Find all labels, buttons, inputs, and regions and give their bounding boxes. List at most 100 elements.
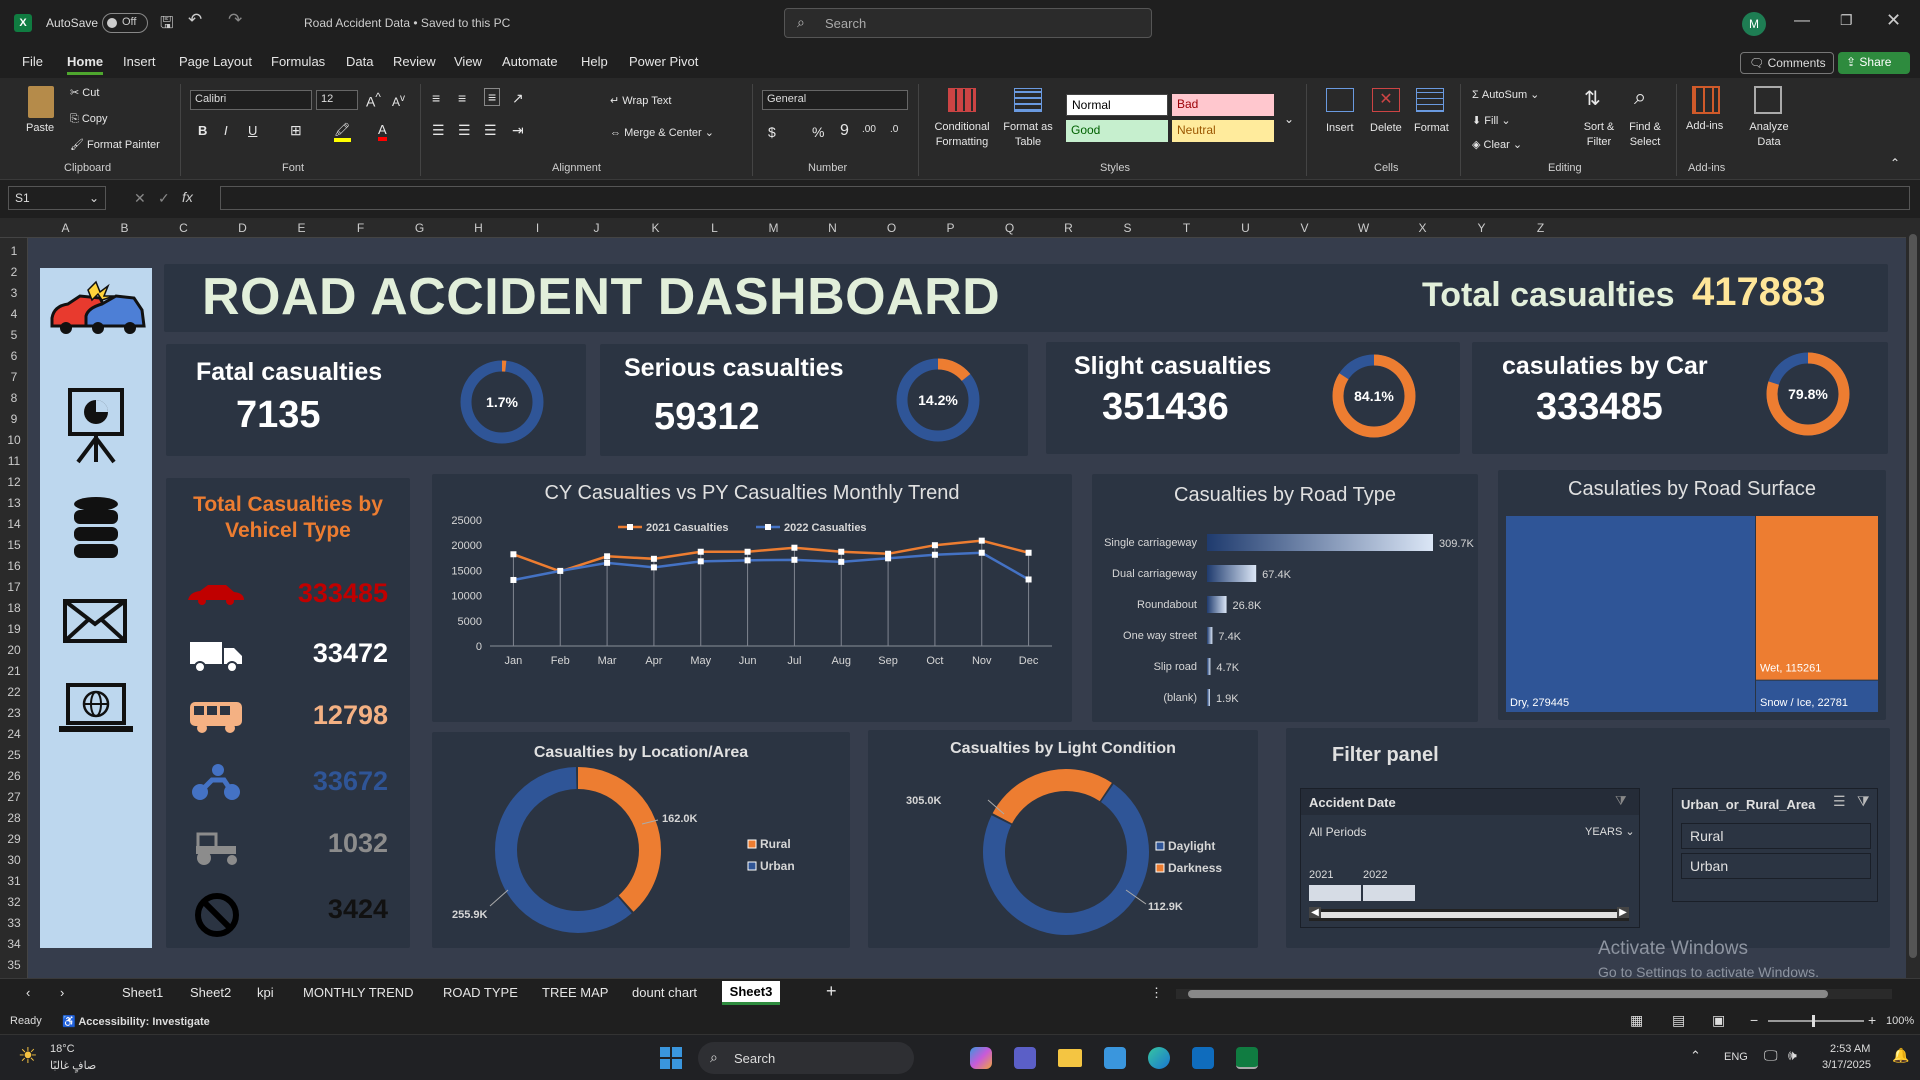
app-edge-icon[interactable] bbox=[1148, 1047, 1170, 1069]
menu-automate[interactable]: Automate bbox=[502, 54, 558, 69]
tab-sheet2[interactable]: Sheet2 bbox=[190, 985, 232, 1000]
row-header[interactable]: 12 bbox=[7, 475, 21, 489]
orientation-icon[interactable]: ↗ bbox=[512, 90, 524, 106]
row-header[interactable]: 15 bbox=[7, 538, 21, 552]
column-header[interactable]: P bbox=[946, 221, 955, 235]
insert-function-icon[interactable]: fx bbox=[182, 189, 193, 205]
row-header[interactable]: 22 bbox=[7, 685, 21, 699]
app-outlook-icon[interactable] bbox=[1192, 1047, 1214, 1069]
save-icon[interactable]: 🖫 bbox=[160, 15, 174, 32]
row-header[interactable]: 19 bbox=[7, 622, 21, 636]
volume-icon[interactable]: 🕪 bbox=[1788, 1047, 1797, 1063]
row-header[interactable]: 11 bbox=[7, 454, 21, 468]
wrap-text-button[interactable]: ↵ Wrap Text bbox=[610, 95, 672, 107]
name-box[interactable]: S1 ⌄ bbox=[8, 186, 106, 210]
area-slicer[interactable]: Urban_or_Rural_Area ☰ ⧩ Rural Urban bbox=[1672, 788, 1878, 902]
restore-icon[interactable]: ❐ bbox=[1840, 12, 1853, 28]
cut-button[interactable]: ✂ Cut bbox=[70, 87, 100, 99]
column-header[interactable]: M bbox=[768, 221, 779, 235]
column-header[interactable]: L bbox=[711, 221, 718, 235]
undo-icon[interactable]: ↶ bbox=[188, 10, 203, 29]
year-bar-2022[interactable] bbox=[1363, 885, 1415, 901]
menu-formulas[interactable]: Formulas bbox=[271, 54, 326, 69]
avatar[interactable]: M bbox=[1742, 12, 1766, 36]
weather-icon[interactable]: ☀ bbox=[18, 1043, 38, 1068]
format-cells-button[interactable]: Format bbox=[1414, 122, 1449, 134]
row-header[interactable]: 34 bbox=[7, 937, 21, 951]
column-header[interactable]: C bbox=[179, 221, 188, 235]
clock-date[interactable]: 3/17/2025 bbox=[1822, 1059, 1871, 1071]
style-bad[interactable]: Bad bbox=[1172, 94, 1274, 116]
column-header[interactable]: W bbox=[1357, 221, 1370, 235]
slicer-item-urban[interactable]: Urban bbox=[1681, 853, 1871, 879]
app-copilot-icon[interactable] bbox=[970, 1047, 992, 1069]
row-header[interactable]: 31 bbox=[7, 874, 21, 888]
delete-cells-icon[interactable]: ✕ bbox=[1372, 88, 1400, 112]
styles-more-icon[interactable]: ⌄ bbox=[1284, 112, 1295, 126]
format-as-table-button[interactable]: Format as Table bbox=[1003, 121, 1053, 148]
menu-insert[interactable]: Insert bbox=[123, 54, 156, 69]
row-header[interactable]: 25 bbox=[7, 748, 21, 762]
grow-font-icon[interactable]: A^ bbox=[366, 91, 381, 110]
clock-time[interactable]: 2:53 AM bbox=[1830, 1043, 1871, 1055]
italic-icon[interactable]: I bbox=[224, 123, 228, 138]
row-header[interactable]: 20 bbox=[7, 643, 21, 657]
doc-title[interactable]: Road Accident Data • Saved to this PC bbox=[304, 16, 511, 30]
menu-file[interactable]: File bbox=[22, 54, 43, 69]
comma-icon[interactable]: 9 bbox=[840, 122, 849, 139]
accident-date-timeline[interactable]: Accident Date ⧩ All Periods YEARS ⌄ 2021… bbox=[1300, 788, 1640, 928]
tab-kpi[interactable]: kpi bbox=[257, 985, 274, 1000]
column-header[interactable]: U bbox=[1241, 221, 1250, 235]
row-header[interactable]: 9 bbox=[10, 412, 18, 426]
format-cells-icon[interactable] bbox=[1416, 88, 1444, 112]
clear-filter-icon[interactable]: ⧩ bbox=[1615, 793, 1627, 808]
zoom-slider[interactable] bbox=[1768, 1015, 1864, 1027]
column-header[interactable]: A bbox=[61, 221, 70, 235]
tab-tree-map[interactable]: TREE MAP bbox=[542, 985, 609, 1000]
row-header[interactable]: 32 bbox=[7, 895, 21, 909]
row-header[interactable]: 28 bbox=[7, 811, 21, 825]
row-header[interactable]: 14 bbox=[7, 517, 21, 531]
analyze-data-icon[interactable] bbox=[1754, 86, 1782, 114]
increase-decimal-icon[interactable]: .00 bbox=[862, 124, 876, 135]
menu-help[interactable]: Help bbox=[581, 54, 608, 69]
addins-button[interactable]: Add-ins bbox=[1686, 120, 1724, 132]
align-bottom-icon[interactable]: ≡ bbox=[484, 88, 501, 106]
row-header[interactable]: 29 bbox=[7, 832, 21, 846]
style-neutral[interactable]: Neutral bbox=[1172, 120, 1274, 142]
column-header[interactable]: D bbox=[238, 221, 247, 235]
vertical-scrollbar[interactable] bbox=[1906, 218, 1920, 978]
row-header[interactable]: 1 bbox=[10, 244, 18, 258]
taskbar-search[interactable]: ⌕ Search bbox=[698, 1042, 914, 1074]
formula-input[interactable] bbox=[220, 186, 1910, 210]
menu-review[interactable]: Review bbox=[393, 54, 436, 69]
zoom-out-icon[interactable]: − bbox=[1750, 1012, 1759, 1028]
column-header[interactable]: N bbox=[828, 221, 837, 235]
notification-bell-icon[interactable]: 🔔 bbox=[1892, 1047, 1910, 1063]
row-header[interactable]: 3 bbox=[10, 286, 18, 300]
copy-button[interactable]: ⎘ Copy bbox=[70, 113, 108, 125]
app-explorer-icon[interactable] bbox=[1058, 1049, 1082, 1067]
row-header[interactable]: 10 bbox=[7, 433, 21, 447]
font-name-select[interactable]: Calibri bbox=[190, 90, 312, 110]
app-store-icon[interactable] bbox=[1104, 1047, 1126, 1069]
slicer-item-rural[interactable]: Rural bbox=[1681, 823, 1871, 849]
menu-view[interactable]: View bbox=[454, 54, 482, 69]
align-left-icon[interactable]: ☰ bbox=[432, 122, 445, 138]
period-select[interactable]: YEARS ⌄ bbox=[1585, 826, 1635, 838]
column-header[interactable]: E bbox=[297, 221, 306, 235]
minimize-icon[interactable]: — bbox=[1794, 12, 1810, 29]
tray-chevron-icon[interactable]: ⌃ bbox=[1690, 1048, 1701, 1063]
underline-icon[interactable]: U bbox=[248, 123, 258, 138]
find-select-icon[interactable]: ⌕ bbox=[1634, 84, 1647, 109]
row-header[interactable]: 5 bbox=[10, 328, 18, 342]
insert-cells-button[interactable]: Insert bbox=[1326, 122, 1354, 134]
column-header[interactable]: K bbox=[651, 221, 660, 235]
cancel-formula-icon[interactable]: ✕ bbox=[134, 190, 146, 206]
tab-monthly-trend[interactable]: MONTHLY TREND bbox=[303, 985, 414, 1000]
app-excel-icon[interactable] bbox=[1236, 1047, 1258, 1069]
accessibility-status[interactable]: ♿ Accessibility: Investigate bbox=[62, 1016, 210, 1028]
style-normal[interactable]: Normal bbox=[1066, 94, 1168, 116]
menu-data[interactable]: Data bbox=[346, 54, 374, 69]
page-break-view-icon[interactable]: ▣ bbox=[1712, 1012, 1726, 1028]
